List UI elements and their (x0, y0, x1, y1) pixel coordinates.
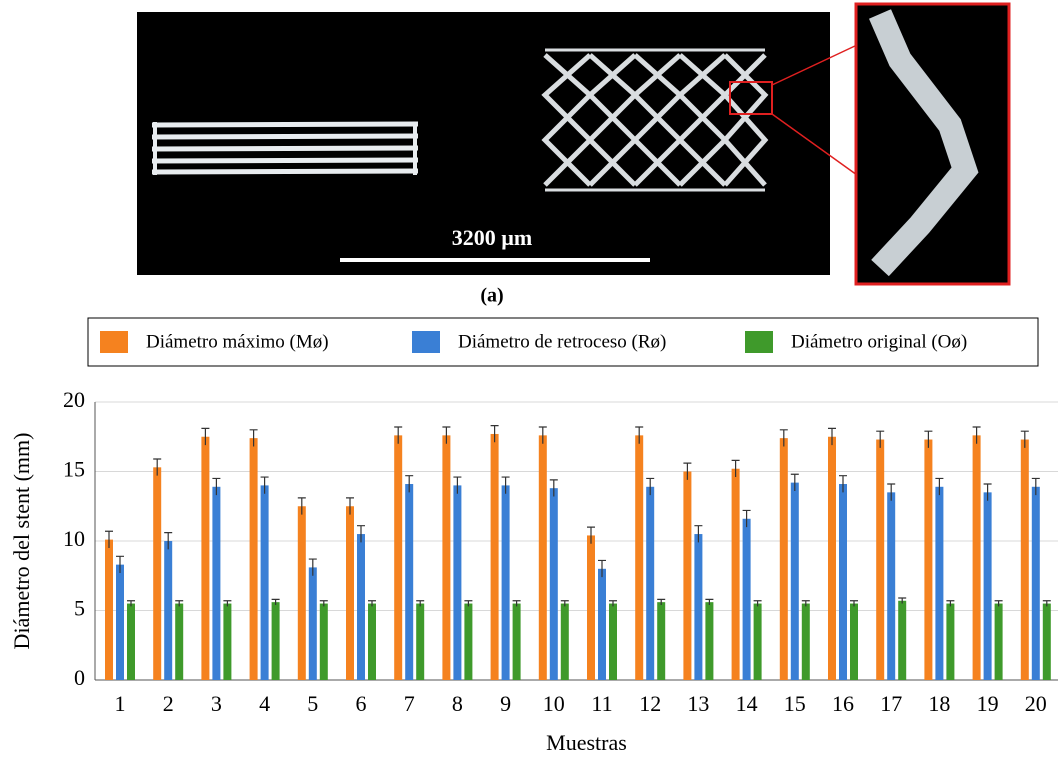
bar (320, 604, 328, 680)
bar (898, 601, 906, 680)
x-tick-label: 15 (784, 691, 806, 716)
y-tick-label: 10 (63, 526, 85, 551)
bar (164, 541, 172, 680)
photo-panel: 3200 µm (a) (137, 4, 1009, 307)
bar (416, 604, 424, 680)
y-tick-label: 15 (63, 457, 85, 482)
bar (357, 534, 365, 680)
bar (394, 435, 402, 680)
bar (802, 604, 810, 680)
legend-label: Diámetro máximo (Mø) (146, 331, 329, 352)
bar (1043, 604, 1051, 680)
bar (754, 604, 762, 680)
bar (984, 492, 992, 680)
x-tick-label: 20 (1025, 691, 1047, 716)
bar (127, 604, 135, 680)
bar (175, 604, 183, 680)
legend-swatch (412, 331, 440, 353)
y-tick-label: 5 (74, 596, 85, 621)
bar (212, 487, 220, 680)
scale-bar (340, 258, 650, 262)
x-axis-label: Muestras (546, 730, 627, 755)
bar (587, 535, 595, 680)
bar (743, 519, 751, 680)
bar (839, 484, 847, 680)
x-tick-label: 7 (404, 691, 415, 716)
y-tick-label: 20 (63, 387, 85, 412)
x-tick-label: 1 (115, 691, 126, 716)
bar (609, 604, 617, 680)
legend-swatch (745, 331, 773, 353)
y-axis-label: Diámetro del stent (mm) (9, 433, 34, 650)
bar (694, 534, 702, 680)
bar (598, 569, 606, 680)
x-tick-label: 11 (591, 691, 612, 716)
bar (368, 604, 376, 680)
bar (116, 565, 124, 680)
bar (464, 604, 472, 680)
bar (828, 437, 836, 680)
bar (935, 487, 943, 680)
bar (513, 604, 521, 680)
bar (405, 484, 413, 680)
legend-label: Diámetro de retroceso (Rø) (458, 331, 666, 352)
bar (491, 434, 499, 680)
figure: 3200 µm (a) 05101520Diámetro del stent (… (0, 0, 1064, 758)
bar (250, 438, 258, 680)
bar (635, 435, 643, 680)
bar (705, 602, 713, 680)
bar (1032, 487, 1040, 680)
bar (442, 435, 450, 680)
bar (973, 435, 981, 680)
scale-label: 3200 µm (452, 225, 533, 250)
bar (550, 488, 558, 680)
bar (561, 604, 569, 680)
caption: (a) (480, 285, 503, 307)
bar (683, 472, 691, 681)
x-tick-label: 10 (543, 691, 565, 716)
bar (946, 604, 954, 680)
bar (1021, 440, 1029, 680)
x-tick-label: 2 (163, 691, 174, 716)
bar (201, 437, 209, 680)
bar (876, 440, 884, 680)
bar (153, 467, 161, 680)
x-tick-label: 14 (736, 691, 758, 716)
bar (657, 602, 665, 680)
bar (298, 506, 306, 680)
x-tick-label: 6 (356, 691, 367, 716)
bar (261, 485, 269, 680)
legend-label: Diámetro original (Oø) (791, 331, 967, 352)
bar (539, 435, 547, 680)
bar (502, 485, 510, 680)
x-tick-label: 5 (307, 691, 318, 716)
y-tick-label: 0 (74, 665, 85, 690)
bar (732, 469, 740, 680)
bar (995, 604, 1003, 680)
x-tick-label: 8 (452, 691, 463, 716)
x-tick-label: 9 (500, 691, 511, 716)
x-tick-label: 17 (880, 691, 902, 716)
bar (887, 492, 895, 680)
x-tick-label: 19 (977, 691, 999, 716)
inset (856, 4, 1009, 284)
x-tick-label: 16 (832, 691, 854, 716)
bar (346, 506, 354, 680)
x-tick-label: 18 (928, 691, 950, 716)
bar (105, 540, 113, 680)
bar (646, 487, 654, 680)
bar (223, 604, 231, 680)
bar (309, 567, 317, 680)
bar (791, 483, 799, 680)
bar (272, 602, 280, 680)
bar (453, 485, 461, 680)
legend-swatch (100, 331, 128, 353)
bar (780, 438, 788, 680)
x-tick-label: 4 (259, 691, 270, 716)
x-tick-label: 3 (211, 691, 222, 716)
x-tick-label: 12 (639, 691, 661, 716)
x-tick-label: 13 (687, 691, 709, 716)
bar (850, 604, 858, 680)
bar (924, 440, 932, 680)
